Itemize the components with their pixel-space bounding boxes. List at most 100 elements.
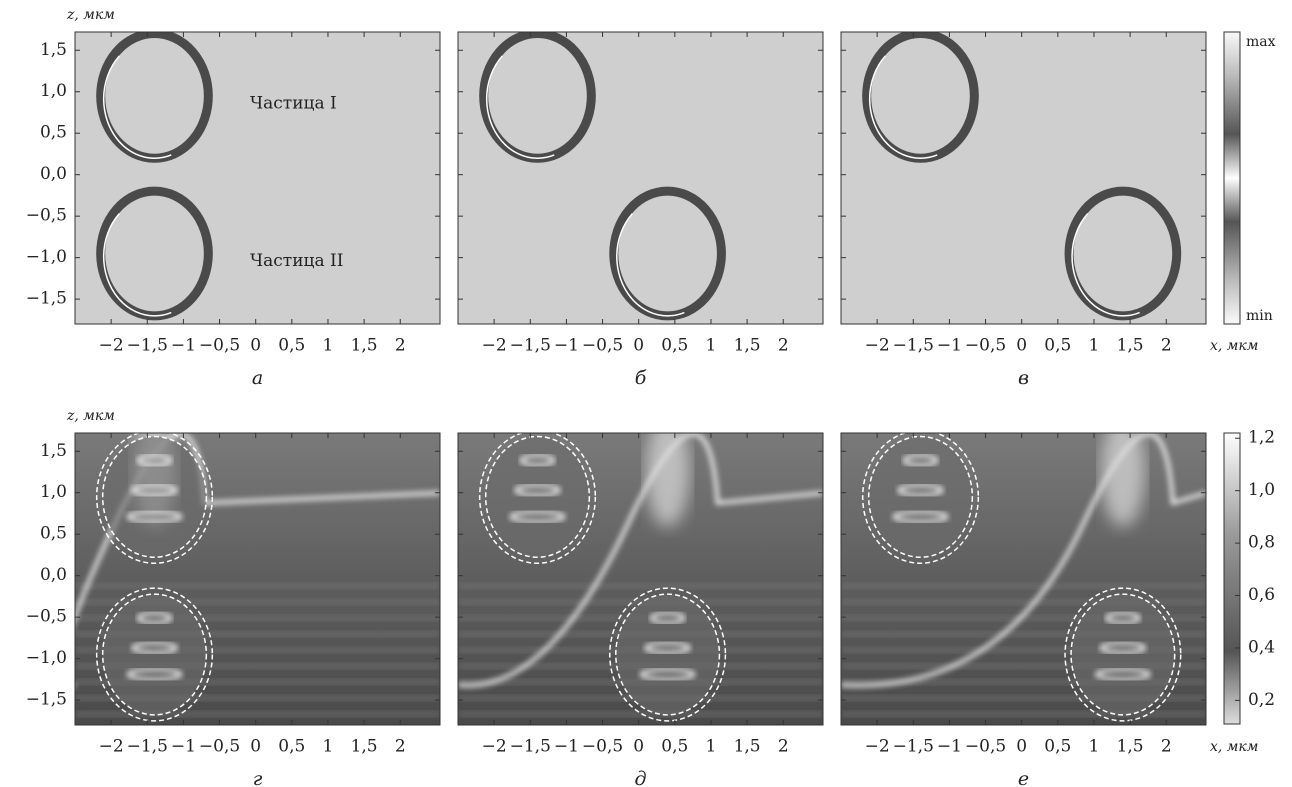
x-tick-label: 1 — [323, 737, 334, 757]
figure: −2−1,5−1−0,500,511,521,51,00,50,0−0,5−1,… — [0, 0, 1292, 787]
colorbar-tick-label: 0,8 — [1248, 533, 1275, 553]
x-tick-label: 1,5 — [734, 737, 761, 757]
x-tick-label: 2 — [778, 336, 789, 356]
x-tick-label: 1,5 — [1117, 336, 1144, 356]
x-tick-label: 2 — [395, 737, 406, 757]
z-tick-label: 0,5 — [40, 524, 67, 544]
x-tick-label: 0,5 — [661, 737, 688, 757]
stripe — [841, 583, 1206, 589]
colorbar — [1224, 433, 1240, 724]
x-tick-label: −1 — [937, 336, 962, 356]
colorbar-tick-label: 1,2 — [1248, 428, 1275, 448]
panel: −2−1,5−1−0,500,511,52еx, мкм — [841, 417, 1258, 787]
colorbar-tick-label: 0,4 — [1248, 637, 1275, 657]
x-tick-label: 2 — [1161, 336, 1172, 356]
x-tick-label: −2 — [482, 336, 507, 356]
x-tick-label: 1 — [706, 737, 717, 757]
x-tick-label: 1 — [323, 336, 334, 356]
z-tick-label: 1,0 — [40, 482, 67, 502]
z-tick-label: −0,5 — [26, 206, 67, 226]
x-tick-label: 1,5 — [351, 336, 378, 356]
panel-bg — [458, 32, 823, 324]
particle-label: Частица I — [250, 93, 337, 113]
z-tick-label: −1,5 — [26, 690, 67, 710]
x-tick-label: 1,5 — [1117, 737, 1144, 757]
x-tick-label: −0,5 — [199, 336, 240, 356]
x-tick-label: −1,5 — [127, 737, 168, 757]
x-tick-label: 0 — [1016, 336, 1027, 356]
colorbar-tick-label: 0,2 — [1248, 690, 1275, 710]
z-tick-label: 0,0 — [40, 565, 67, 585]
z-tick-label: 1,5 — [40, 40, 67, 60]
x-tick-label: 1 — [1089, 737, 1100, 757]
x-tick-label: −1 — [554, 336, 579, 356]
x-tick-label: −2 — [482, 737, 507, 757]
panel: −2−1,5−1−0,5 0 0,5 1 1,5 2 б — [458, 32, 823, 389]
panel: −2−1,5−1−0,5 0 0,5 1 1,5 2 д — [458, 417, 823, 787]
z-tick-label: −1,0 — [26, 648, 67, 668]
x-tick-label: 1,5 — [351, 737, 378, 757]
x-tick-label: −1 — [554, 737, 579, 757]
panel-label: д — [634, 768, 646, 787]
x-tick-label: −0,5 — [582, 737, 623, 757]
panel-image — [458, 417, 823, 725]
panel-bg — [75, 32, 440, 324]
x-tick-label: −2 — [865, 737, 890, 757]
x-tick-label: 0,5 — [278, 737, 305, 757]
particle-label: Частица II — [250, 251, 343, 271]
x-tick-label: −0,5 — [582, 336, 623, 356]
x-tick-label: 2 — [395, 336, 406, 356]
x-tick-label: −1,5 — [510, 737, 551, 757]
z-axis-label: z, мкм — [66, 7, 115, 23]
x-tick-label: −1 — [937, 737, 962, 757]
x-tick-label: 0,5 — [278, 336, 305, 356]
x-tick-label: 0 — [250, 336, 261, 356]
panel-image — [458, 32, 823, 324]
panel-label: б — [635, 367, 647, 389]
colorbar-tick-label: 1,0 — [1248, 480, 1275, 500]
x-tick-label: 2 — [1161, 737, 1172, 757]
panel-bg — [841, 32, 1206, 324]
colorbar — [1224, 32, 1240, 324]
x-tick-label: −0,5 — [965, 336, 1006, 356]
x-tick-label: 2 — [778, 737, 789, 757]
colorbar-min: min — [1246, 308, 1273, 324]
x-tick-label: −1 — [171, 737, 196, 757]
x-tick-label: 1 — [706, 336, 717, 356]
z-tick-label: 1,5 — [40, 441, 67, 461]
x-tick-label: −1,5 — [893, 336, 934, 356]
x-tick-label: 1 — [1089, 336, 1100, 356]
x-tick-label: 1,5 — [734, 336, 761, 356]
x-tick-label: 0 — [250, 737, 261, 757]
x-tick-label: −2 — [99, 336, 124, 356]
panel-image — [841, 417, 1206, 725]
stripe — [458, 583, 823, 589]
panel-label: г — [253, 768, 263, 787]
x-tick-label: −0,5 — [965, 737, 1006, 757]
x-tick-label: 0 — [633, 336, 644, 356]
panel-image — [841, 32, 1206, 324]
x-tick-label: −2 — [99, 737, 124, 757]
z-axis-label: z, мкм — [66, 408, 115, 424]
colorbar-max: max — [1246, 34, 1276, 50]
x-tick-label: −1,5 — [510, 336, 551, 356]
z-tick-label: −1,5 — [26, 289, 67, 309]
x-tick-label: −2 — [865, 336, 890, 356]
stripe — [458, 711, 823, 717]
z-tick-label: 1,0 — [40, 81, 67, 101]
stripe — [75, 583, 440, 589]
x-axis-label: x, мкм — [1210, 739, 1258, 755]
z-tick-label: 0,5 — [40, 123, 67, 143]
x-axis-label: x, мкм — [1210, 338, 1258, 354]
panel-image — [61, 417, 440, 725]
x-tick-label: 0 — [633, 737, 644, 757]
z-tick-label: 0,0 — [40, 164, 67, 184]
z-tick-label: −0,5 — [26, 607, 67, 627]
panel-label: е — [1018, 768, 1029, 787]
x-tick-label: 0,5 — [661, 336, 688, 356]
x-tick-label: −1,5 — [127, 336, 168, 356]
panel-image — [75, 32, 440, 324]
colorbar-tick-label: 0,6 — [1248, 585, 1275, 605]
